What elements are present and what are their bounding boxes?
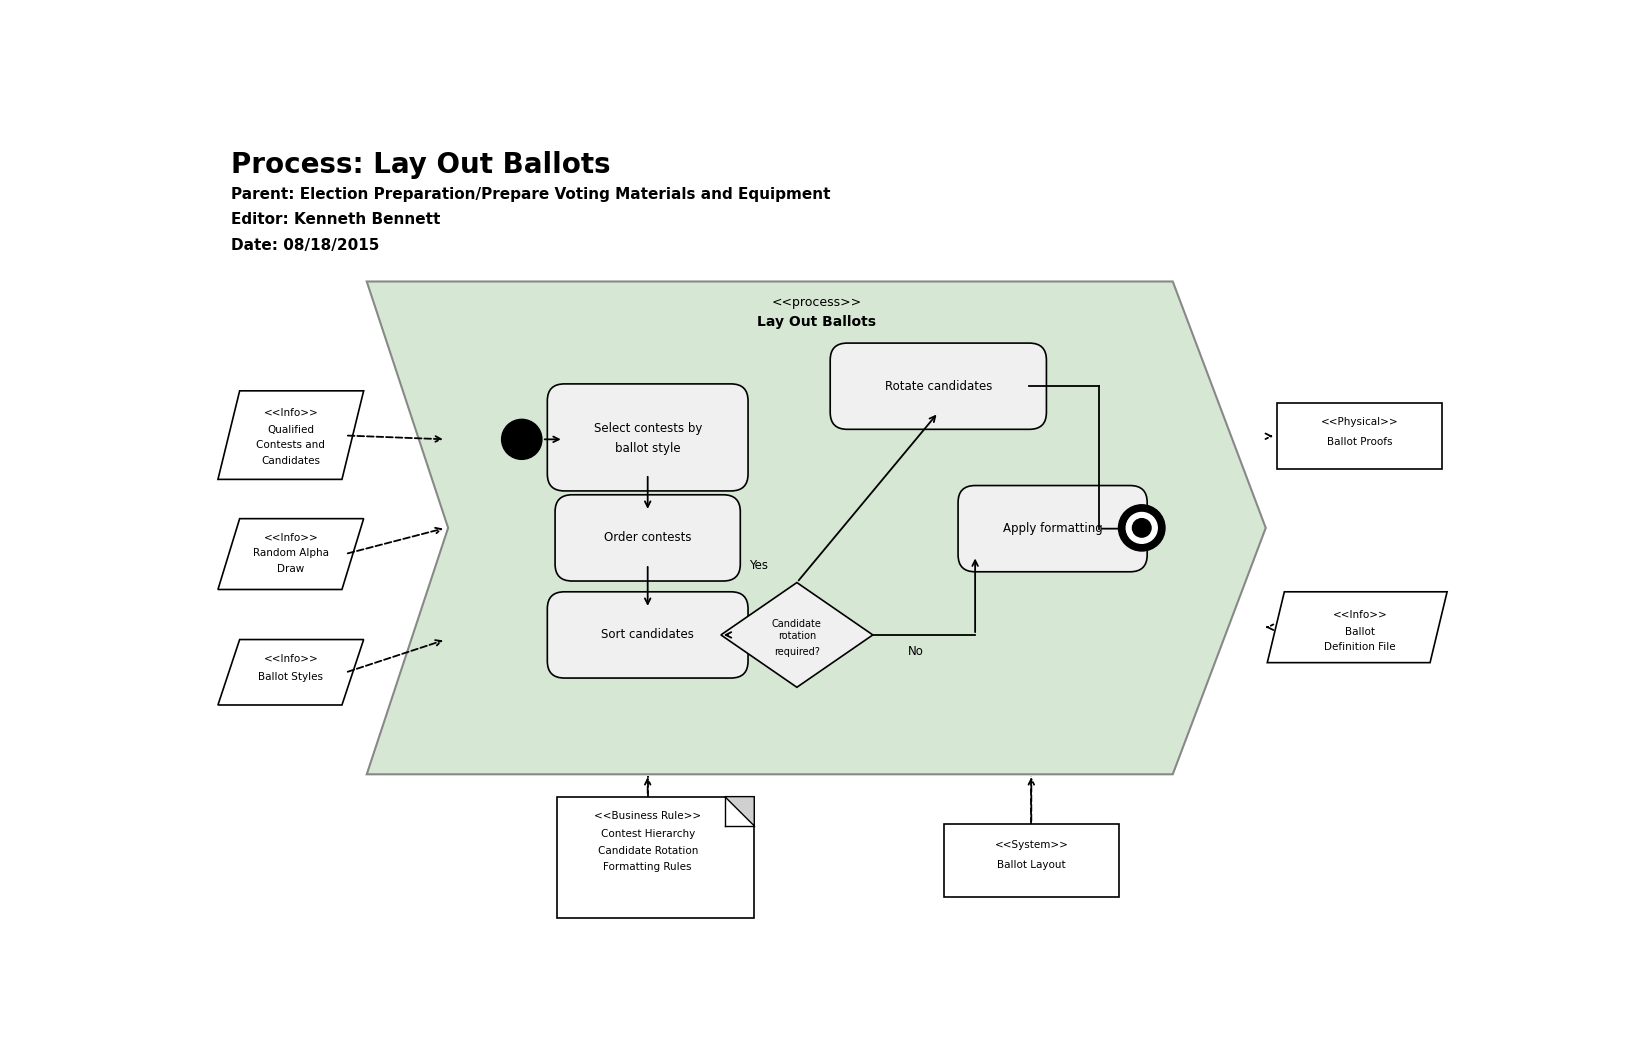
Circle shape	[1133, 518, 1151, 538]
Text: Apply formatting: Apply formatting	[1002, 522, 1103, 535]
Text: <<Physical>>: <<Physical>>	[1320, 417, 1399, 428]
Text: Candidate Rotation: Candidate Rotation	[597, 846, 698, 855]
Text: Date: 08/18/2015: Date: 08/18/2015	[232, 238, 380, 252]
Text: Qualified: Qualified	[268, 426, 315, 435]
Text: Rotate candidates: Rotate candidates	[885, 380, 992, 393]
Text: Candidate: Candidate	[772, 619, 823, 629]
FancyBboxPatch shape	[547, 591, 747, 678]
Text: <<Business Rule>>: <<Business Rule>>	[594, 811, 702, 821]
Text: Formatting Rules: Formatting Rules	[604, 863, 692, 872]
FancyBboxPatch shape	[547, 384, 747, 491]
Polygon shape	[367, 282, 1266, 774]
Text: <<Info>>: <<Info>>	[263, 533, 318, 543]
Text: Contests and: Contests and	[256, 440, 325, 451]
Text: <<Info>>: <<Info>>	[263, 654, 318, 664]
Text: required?: required?	[774, 647, 819, 657]
Text: Ballot: Ballot	[1345, 627, 1376, 637]
Text: Ballot Styles: Ballot Styles	[258, 672, 323, 681]
Polygon shape	[721, 583, 873, 687]
Text: Ballot Layout: Ballot Layout	[997, 861, 1066, 870]
Text: <<System>>: <<System>>	[994, 841, 1069, 850]
Text: Lay Out Ballots: Lay Out Ballots	[757, 316, 876, 329]
Text: Process: Lay Out Ballots: Process: Lay Out Ballots	[232, 151, 610, 178]
Text: No: No	[907, 645, 924, 658]
Circle shape	[1118, 505, 1165, 551]
Text: <<Info>>: <<Info>>	[263, 409, 318, 418]
Text: Ballot Proofs: Ballot Proofs	[1327, 436, 1392, 447]
Text: Editor: Kenneth Bennett: Editor: Kenneth Bennett	[232, 212, 441, 227]
FancyBboxPatch shape	[831, 343, 1046, 430]
Polygon shape	[725, 796, 754, 826]
Polygon shape	[219, 391, 364, 479]
Text: Candidates: Candidates	[261, 456, 320, 466]
Polygon shape	[219, 640, 364, 705]
Text: Select contests by: Select contests by	[594, 421, 702, 435]
Circle shape	[501, 419, 542, 459]
Text: <<process>>: <<process>>	[772, 296, 862, 308]
Bar	[1278, 403, 1441, 469]
Circle shape	[1126, 512, 1157, 543]
Text: Parent: Election Preparation/Prepare Voting Materials and Equipment: Parent: Election Preparation/Prepare Vot…	[232, 187, 831, 202]
Text: Yes: Yes	[749, 559, 767, 572]
Bar	[945, 825, 1118, 898]
Polygon shape	[1268, 591, 1448, 663]
Text: Definition File: Definition File	[1325, 642, 1395, 653]
Text: Draw: Draw	[277, 564, 305, 573]
Text: ballot style: ballot style	[615, 442, 681, 455]
FancyBboxPatch shape	[958, 486, 1147, 571]
Text: Sort candidates: Sort candidates	[601, 628, 694, 641]
Text: Contest Hierarchy: Contest Hierarchy	[601, 829, 695, 838]
Text: rotation: rotation	[778, 631, 816, 641]
Text: <<Info>>: <<Info>>	[1333, 610, 1387, 620]
Polygon shape	[219, 518, 364, 589]
Text: Random Alpha: Random Alpha	[253, 548, 328, 559]
FancyBboxPatch shape	[555, 495, 741, 581]
Text: Order contests: Order contests	[604, 531, 692, 545]
Bar	[557, 796, 754, 919]
